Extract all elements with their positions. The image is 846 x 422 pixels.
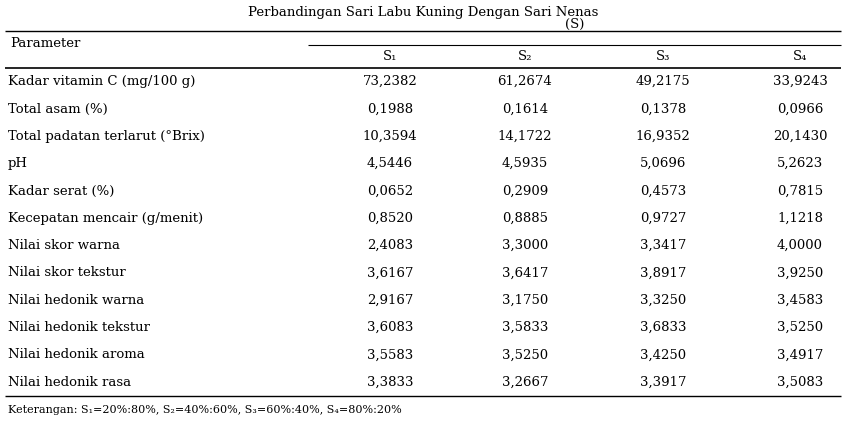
Text: 0,7815: 0,7815	[777, 184, 823, 197]
Text: Nilai skor tekstur: Nilai skor tekstur	[8, 267, 126, 279]
Text: Total padatan terlarut (°Brix): Total padatan terlarut (°Brix)	[8, 130, 205, 143]
Text: 33,9243: 33,9243	[772, 75, 827, 88]
Text: 16,9352: 16,9352	[635, 130, 690, 143]
Text: (S): (S)	[565, 18, 585, 31]
Text: 4,5935: 4,5935	[502, 157, 548, 170]
Text: 3,5833: 3,5833	[502, 321, 548, 334]
Text: 0,8520: 0,8520	[367, 212, 413, 225]
Text: Nilai hedonik aroma: Nilai hedonik aroma	[8, 349, 145, 362]
Text: 2,4083: 2,4083	[367, 239, 413, 252]
Text: 1,1218: 1,1218	[777, 212, 823, 225]
Text: 3,3833: 3,3833	[367, 376, 413, 389]
Text: 3,3417: 3,3417	[640, 239, 686, 252]
Text: Kecepatan mencair (g/menit): Kecepatan mencair (g/menit)	[8, 212, 203, 225]
Text: 3,6417: 3,6417	[502, 267, 548, 279]
Text: Nilai hedonik rasa: Nilai hedonik rasa	[8, 376, 131, 389]
Text: 10,3594: 10,3594	[363, 130, 417, 143]
Text: S₄: S₄	[793, 50, 807, 63]
Text: 3,5250: 3,5250	[777, 321, 823, 334]
Text: 3,5583: 3,5583	[367, 349, 413, 362]
Text: S₂: S₂	[518, 50, 532, 63]
Text: 3,6167: 3,6167	[367, 267, 413, 279]
Text: 4,0000: 4,0000	[777, 239, 823, 252]
Text: 20,1430: 20,1430	[772, 130, 827, 143]
Text: Kadar vitamin C (mg/100 g): Kadar vitamin C (mg/100 g)	[8, 75, 195, 88]
Text: 3,3000: 3,3000	[502, 239, 548, 252]
Text: 0,0966: 0,0966	[777, 103, 823, 116]
Text: 3,4917: 3,4917	[777, 349, 823, 362]
Text: 3,3917: 3,3917	[640, 376, 686, 389]
Text: 49,2175: 49,2175	[635, 75, 690, 88]
Text: 3,3250: 3,3250	[640, 294, 686, 307]
Text: 0,9727: 0,9727	[640, 212, 686, 225]
Text: 0,8885: 0,8885	[502, 212, 548, 225]
Text: Kadar serat (%): Kadar serat (%)	[8, 184, 114, 197]
Text: pH: pH	[8, 157, 28, 170]
Text: Nilai skor warna: Nilai skor warna	[8, 239, 120, 252]
Text: 0,1614: 0,1614	[502, 103, 548, 116]
Text: 3,4583: 3,4583	[777, 294, 823, 307]
Text: Total asam (%): Total asam (%)	[8, 103, 107, 116]
Text: S₃: S₃	[656, 50, 670, 63]
Text: 0,2909: 0,2909	[502, 184, 548, 197]
Text: 3,9250: 3,9250	[777, 267, 823, 279]
Text: 5,2623: 5,2623	[777, 157, 823, 170]
Text: 3,4250: 3,4250	[640, 349, 686, 362]
Text: 4,5446: 4,5446	[367, 157, 413, 170]
Text: 3,8917: 3,8917	[640, 267, 686, 279]
Text: Keterangan: S₁=20%:80%, S₂=40%:60%, S₃=60%:40%, S₄=80%:20%: Keterangan: S₁=20%:80%, S₂=40%:60%, S₃=6…	[8, 405, 402, 415]
Text: 5,0696: 5,0696	[640, 157, 686, 170]
Text: 0,1988: 0,1988	[367, 103, 413, 116]
Text: 0,1378: 0,1378	[640, 103, 686, 116]
Text: 3,1750: 3,1750	[502, 294, 548, 307]
Text: 3,6083: 3,6083	[367, 321, 413, 334]
Text: Nilai hedonik warna: Nilai hedonik warna	[8, 294, 145, 307]
Text: 3,6833: 3,6833	[640, 321, 686, 334]
Text: 0,0652: 0,0652	[367, 184, 413, 197]
Text: 61,2674: 61,2674	[497, 75, 552, 88]
Text: 3,2667: 3,2667	[502, 376, 548, 389]
Text: 3,5250: 3,5250	[502, 349, 548, 362]
Text: Parameter: Parameter	[10, 37, 80, 50]
Text: 3,5083: 3,5083	[777, 376, 823, 389]
Text: Perbandingan Sari Labu Kuning Dengan Sari Nenas: Perbandingan Sari Labu Kuning Dengan Sar…	[248, 6, 598, 19]
Text: S₁: S₁	[382, 50, 397, 63]
Text: 14,1722: 14,1722	[497, 130, 552, 143]
Text: 2,9167: 2,9167	[367, 294, 413, 307]
Text: 73,2382: 73,2382	[363, 75, 417, 88]
Text: 0,4573: 0,4573	[640, 184, 686, 197]
Text: Nilai hedonik tekstur: Nilai hedonik tekstur	[8, 321, 150, 334]
